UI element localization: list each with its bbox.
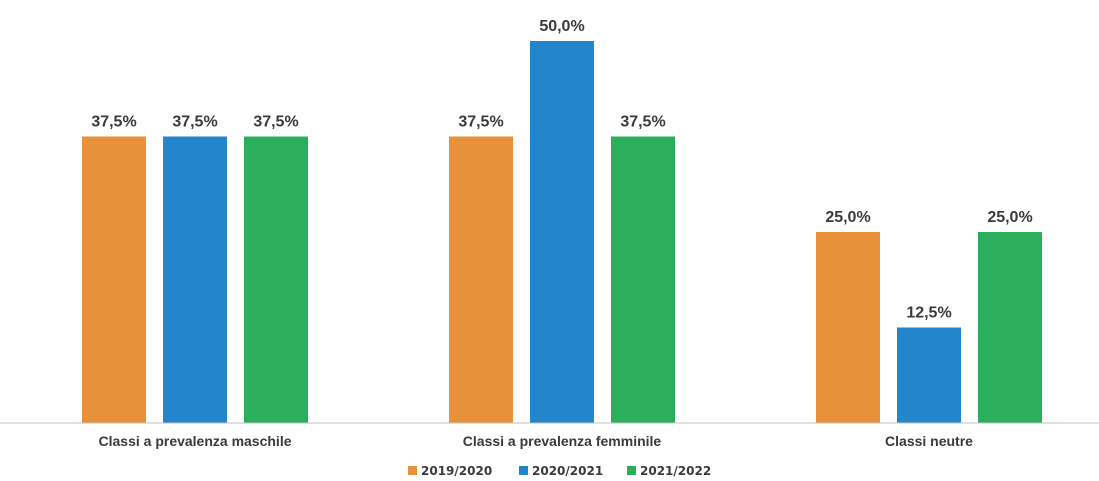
- value-label-2-3: 37,5%: [620, 114, 665, 131]
- bar-2-2: [530, 41, 594, 423]
- value-label-3-2: 12,5%: [906, 305, 951, 322]
- bar-2-1: [449, 136, 513, 423]
- bars-layer: [82, 41, 1042, 423]
- legend: 2019/2020 2020/2021 2021/2022: [408, 464, 711, 478]
- bar-3-1: [816, 232, 880, 423]
- bar-1-1: [82, 136, 146, 423]
- value-label-3-3: 25,0%: [987, 209, 1032, 226]
- legend-label-1: 2019/2020: [421, 464, 492, 478]
- legend-label-2: 2020/2021: [532, 464, 603, 478]
- value-label-3-1: 25,0%: [825, 209, 870, 226]
- value-label-1-2: 37,5%: [172, 114, 217, 131]
- bar-3-2: [897, 327, 961, 423]
- category-label-3: Classi neutre: [885, 433, 973, 449]
- value-label-1-1: 37,5%: [91, 114, 136, 131]
- value-labels-layer: 37,5% 37,5% 37,5% 37,5% 50,0% 37,5% 25,0% 12,5%…: [91, 18, 1032, 322]
- legend-swatch-2: [519, 466, 528, 475]
- bar-1-3: [244, 136, 308, 423]
- category-label-2: Classi a prevalenza femminile: [463, 433, 662, 449]
- category-label-1: Classi a prevalenza maschile: [99, 433, 292, 449]
- value-label-2-2: 50,0%: [539, 18, 584, 35]
- value-label-2-1: 37,5%: [458, 114, 503, 131]
- bar-1-2: [163, 136, 227, 423]
- legend-swatch-1: [408, 466, 417, 475]
- category-labels-layer: Classi a prevalenza maschile Classi a pre…: [99, 433, 974, 449]
- bar-3-3: [978, 232, 1042, 423]
- value-label-1-3: 37,5%: [253, 114, 298, 131]
- bar-2-3: [611, 136, 675, 423]
- legend-swatch-3: [627, 466, 636, 475]
- legend-label-3: 2021/2022: [640, 464, 711, 478]
